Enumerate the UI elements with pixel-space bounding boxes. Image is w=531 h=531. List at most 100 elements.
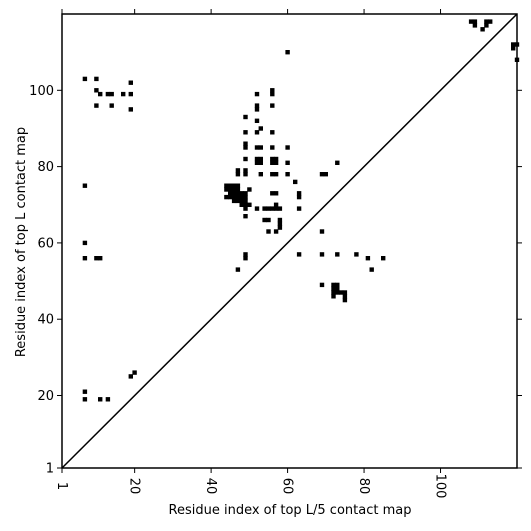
contact-point xyxy=(254,107,260,112)
contact-point xyxy=(82,183,88,188)
y-tick-label: 20 xyxy=(37,389,54,404)
contact-point xyxy=(285,172,290,177)
contact-point xyxy=(335,282,340,288)
contact-point xyxy=(235,191,241,196)
y-axis: 1 20 40 60 80 100 xyxy=(29,84,522,477)
contact-point xyxy=(484,19,489,24)
contact-point xyxy=(342,290,348,295)
contact-point xyxy=(235,172,241,177)
contact-point xyxy=(472,23,478,28)
contact-point xyxy=(243,114,248,120)
x-tick-label: 20 xyxy=(127,478,142,495)
contact-point xyxy=(484,23,489,28)
contact-point xyxy=(235,194,241,200)
contact-point xyxy=(235,183,241,188)
contact-point xyxy=(342,294,348,299)
contact-point xyxy=(243,256,248,261)
contact-point xyxy=(109,103,114,108)
contact-point xyxy=(247,187,252,192)
x-axis: 1 20 40 60 80 100 xyxy=(54,9,448,498)
contact-point xyxy=(243,191,248,196)
contact-point xyxy=(105,397,111,402)
contact-point xyxy=(98,91,103,97)
contact-point xyxy=(262,206,267,211)
contact-point xyxy=(323,172,328,177)
contact-point xyxy=(254,160,260,165)
contact-point xyxy=(266,229,271,234)
contact-point xyxy=(277,217,283,223)
contact-point xyxy=(243,252,248,257)
contact-point xyxy=(94,103,99,108)
contact-point xyxy=(296,191,302,196)
contact-point xyxy=(277,221,283,226)
contact-point xyxy=(277,206,283,211)
contact-point xyxy=(335,160,340,165)
contact-point xyxy=(128,374,133,379)
contact-point xyxy=(243,214,248,219)
contact-point xyxy=(511,46,516,51)
contact-point xyxy=(331,286,336,291)
plot-frame xyxy=(61,13,518,469)
contact-point xyxy=(270,130,275,135)
contact-point xyxy=(243,198,248,204)
contact-point xyxy=(319,282,325,288)
contact-point xyxy=(231,187,237,192)
contact-point xyxy=(128,107,133,112)
x-tick-label: 1 xyxy=(54,482,69,490)
contact-point xyxy=(277,225,283,230)
contact-point xyxy=(335,290,340,295)
contact-point xyxy=(243,172,248,177)
contact-point xyxy=(273,156,279,162)
contact-point xyxy=(235,187,241,192)
contact-point xyxy=(258,160,263,165)
x-tick-label: 60 xyxy=(280,478,295,495)
contact-point xyxy=(228,194,233,200)
contact-point xyxy=(239,191,244,196)
contact-point xyxy=(128,80,133,85)
contact-point xyxy=(243,194,248,200)
contact-point xyxy=(285,145,290,150)
contact-point xyxy=(243,156,248,162)
contact-point xyxy=(254,145,260,150)
contact-point xyxy=(293,179,298,185)
y-tick-label: 100 xyxy=(29,84,54,99)
contact-point xyxy=(239,198,244,204)
contact-point xyxy=(243,145,248,150)
contact-point xyxy=(231,191,237,196)
contact-point xyxy=(254,130,260,135)
contact-point xyxy=(243,206,248,211)
contact-point xyxy=(335,286,340,291)
contact-point xyxy=(285,50,290,55)
y-tick-label: 60 xyxy=(37,236,54,251)
contact-point xyxy=(296,206,302,211)
contact-point xyxy=(254,91,260,97)
contact-point xyxy=(273,160,279,165)
contact-point xyxy=(254,156,260,162)
contact-point xyxy=(273,202,279,207)
x-tick-label: 100 xyxy=(433,474,448,499)
contact-point xyxy=(243,168,248,173)
contact-point xyxy=(270,172,275,177)
contact-point xyxy=(266,217,271,223)
contact-point xyxy=(319,172,325,177)
contact-point xyxy=(82,76,88,82)
diagonal-line xyxy=(61,13,518,469)
contact-point xyxy=(472,19,478,24)
contact-point xyxy=(82,240,88,246)
contact-point xyxy=(247,202,252,207)
contact-point xyxy=(224,194,229,200)
contact-point xyxy=(243,202,248,207)
contact-point xyxy=(231,198,237,204)
contact-point xyxy=(98,397,103,402)
contact-point xyxy=(243,130,248,135)
y-tick-label: 80 xyxy=(37,160,54,175)
contact-point xyxy=(270,191,275,196)
contact-point xyxy=(331,290,336,295)
contact-point xyxy=(296,194,302,200)
contact-point xyxy=(82,256,88,261)
contact-point xyxy=(235,267,241,272)
plot-area xyxy=(61,13,520,469)
contact-point xyxy=(254,103,260,108)
contact-point xyxy=(254,206,260,211)
